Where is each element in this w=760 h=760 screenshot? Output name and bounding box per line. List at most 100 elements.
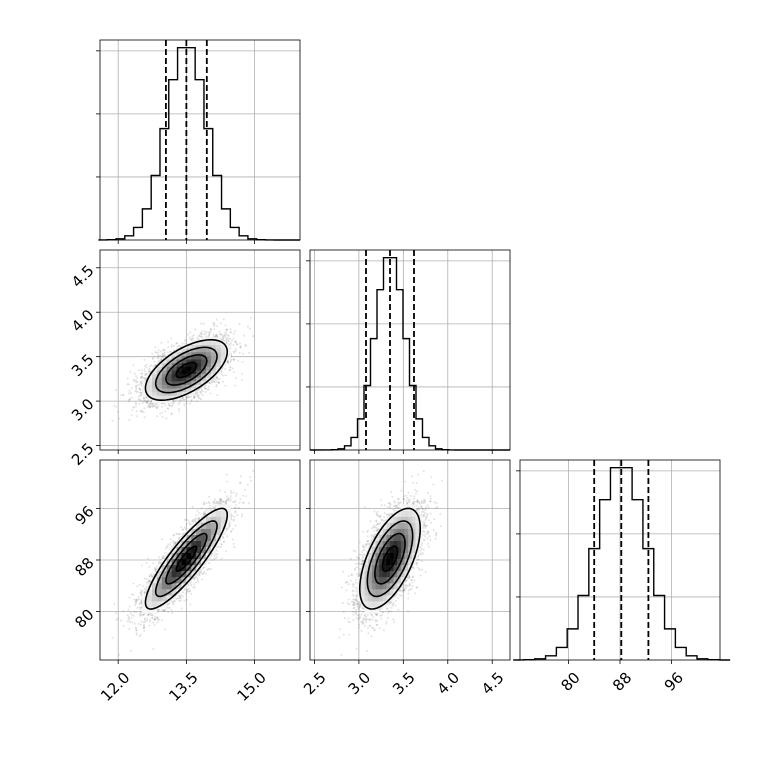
density-cell (390, 564, 395, 572)
sample-point (354, 550, 357, 553)
sample-point (380, 518, 383, 521)
sample-point (154, 617, 157, 620)
density-cell (368, 564, 373, 572)
sample-point (129, 611, 132, 614)
sample-point (154, 615, 157, 618)
sample-point (376, 614, 378, 617)
density-cell (191, 534, 197, 541)
sample-point (181, 342, 184, 345)
sample-point (358, 553, 361, 556)
sample-point (149, 405, 152, 408)
sample-point (229, 360, 232, 363)
sample-point (222, 536, 225, 539)
sample-point (422, 514, 425, 517)
sample-point (351, 589, 354, 592)
sample-point (393, 505, 396, 508)
sample-point (139, 381, 142, 384)
sample-point (420, 543, 423, 546)
sample-point (159, 359, 162, 362)
density-cell (156, 399, 163, 404)
sample-point (134, 604, 137, 607)
sample-point (192, 577, 195, 580)
density-cell (375, 564, 380, 572)
sample-point (380, 504, 383, 507)
sample-point (224, 374, 227, 377)
sample-point (197, 580, 200, 583)
contour-1.5-sigma (154, 520, 218, 598)
sample-point (222, 318, 225, 321)
sample-point (119, 619, 122, 622)
sample-point (161, 349, 164, 352)
density-cell (196, 522, 202, 529)
sample-point (115, 405, 118, 408)
density-cell (181, 377, 187, 382)
sample-point (373, 510, 376, 513)
sample-point (167, 346, 170, 349)
sample-point (366, 535, 369, 538)
sample-point (358, 613, 361, 616)
sample-point (351, 583, 354, 586)
sample-point (175, 342, 178, 345)
density-cell (397, 582, 402, 590)
sample-point (173, 599, 176, 602)
sample-point (354, 600, 357, 602)
sample-point (377, 528, 380, 531)
contour-0.5-sigma (175, 545, 198, 573)
sample-point (239, 475, 242, 478)
sample-point (402, 589, 405, 592)
sample-point (140, 597, 143, 600)
sample-point (186, 590, 189, 593)
density-cell (171, 546, 177, 554)
sample-point (360, 620, 363, 623)
sample-point (357, 562, 360, 565)
sample-point (135, 601, 137, 604)
sample-point (141, 590, 144, 592)
density-cell (400, 504, 405, 511)
density-cell (147, 388, 153, 393)
y-tick-label: 96 (71, 502, 97, 528)
density-cell (386, 564, 391, 572)
sample-point (371, 527, 374, 530)
sample-point (197, 395, 199, 398)
sample-point (138, 383, 141, 386)
sample-point (386, 603, 389, 606)
density-cell (161, 391, 168, 396)
density-cell (201, 540, 207, 548)
sample-point (362, 607, 365, 610)
sample-point (155, 403, 158, 406)
sample-point (407, 577, 410, 580)
sample-point (248, 476, 251, 479)
sample-point (358, 606, 361, 608)
sample-point (375, 524, 378, 527)
sample-point (167, 403, 170, 406)
x-tick-label: 4.5 (478, 669, 508, 699)
sample-point (189, 331, 192, 334)
sample-point (149, 406, 152, 409)
density-cell (386, 552, 391, 560)
sample-point (150, 614, 153, 617)
sample-point (232, 350, 235, 353)
density-cell (152, 395, 158, 400)
sample-point (149, 613, 152, 616)
sample-point (122, 394, 125, 397)
sample-point (143, 629, 146, 632)
sample-point (220, 322, 222, 325)
sample-point (237, 506, 240, 509)
sample-point (356, 605, 359, 608)
sample-point (422, 520, 425, 523)
density-cell (176, 355, 182, 360)
sample-point (219, 500, 222, 503)
sample-point (212, 335, 215, 338)
sample-point (163, 609, 166, 612)
sample-point (133, 372, 136, 375)
sample-point (354, 598, 357, 601)
sample-point (153, 618, 156, 621)
density-cell (400, 576, 405, 584)
sample-point (183, 398, 186, 401)
sample-point (416, 508, 419, 511)
sample-point (170, 344, 173, 346)
sample-point (418, 501, 421, 504)
sample-point (346, 581, 349, 584)
x-tick-label: 13.5 (165, 669, 201, 705)
sample-point (429, 538, 432, 541)
